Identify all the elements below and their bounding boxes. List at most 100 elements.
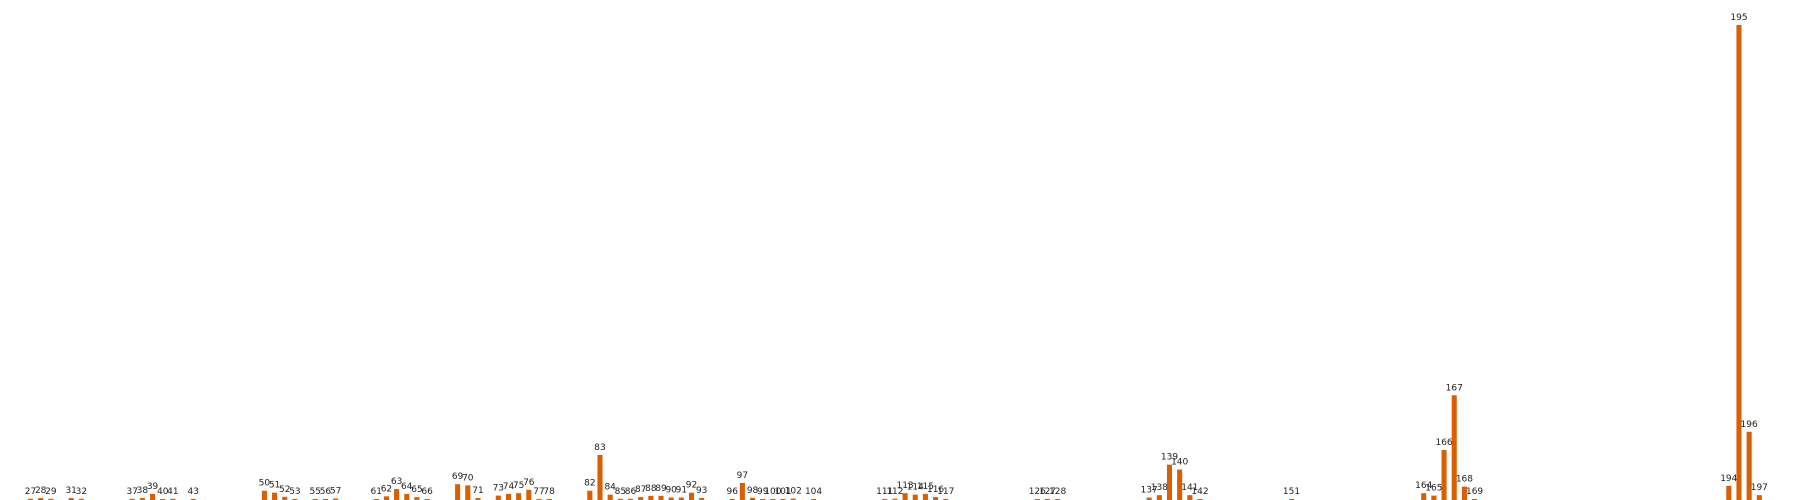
bar-label-89: 89 bbox=[655, 484, 667, 494]
bar-label-164: 164 bbox=[1415, 481, 1432, 491]
bar-label-169: 169 bbox=[1466, 487, 1483, 497]
bar-label-112: 112 bbox=[886, 487, 903, 497]
bar-label-196: 196 bbox=[1741, 420, 1758, 430]
bar-label-52: 52 bbox=[279, 485, 290, 495]
bar-label-37: 37 bbox=[126, 487, 137, 497]
bar-139 bbox=[1166, 464, 1173, 500]
bar-label-28: 28 bbox=[35, 486, 47, 496]
bar-196 bbox=[1746, 431, 1752, 500]
bar-label-168: 168 bbox=[1456, 475, 1473, 485]
bar-label-32: 32 bbox=[76, 487, 87, 497]
bar-113 bbox=[902, 493, 908, 500]
bar-label-70: 70 bbox=[462, 473, 474, 483]
bar-195 bbox=[1736, 25, 1742, 500]
bar-39 bbox=[150, 493, 156, 500]
bar-label-97: 97 bbox=[737, 471, 748, 481]
bar-38 bbox=[139, 498, 145, 500]
bar-89 bbox=[658, 495, 664, 500]
bar-87 bbox=[638, 497, 644, 500]
bar-label-84: 84 bbox=[604, 483, 616, 493]
bar-label-98: 98 bbox=[747, 486, 759, 496]
bar-92 bbox=[688, 492, 695, 500]
bar-label-88: 88 bbox=[645, 484, 657, 494]
bar-label-76: 76 bbox=[523, 478, 535, 488]
bar-label-83: 83 bbox=[594, 443, 605, 453]
bar-85 bbox=[617, 498, 623, 500]
bar-label-167: 167 bbox=[1446, 383, 1463, 393]
bar-label-194: 194 bbox=[1720, 474, 1737, 484]
bar-label-126: 126 bbox=[1029, 487, 1046, 497]
bar-label-138: 138 bbox=[1151, 483, 1168, 493]
bar-41 bbox=[170, 498, 176, 500]
bar-83 bbox=[597, 454, 603, 500]
bar-166 bbox=[1441, 450, 1447, 500]
bar-97 bbox=[739, 482, 745, 500]
bar-74 bbox=[505, 493, 512, 500]
bar-label-141: 141 bbox=[1181, 483, 1198, 493]
bar-label-63: 63 bbox=[391, 477, 402, 487]
bar-label-57: 57 bbox=[330, 487, 341, 497]
bar-label-117: 117 bbox=[937, 487, 954, 497]
bar-label-43: 43 bbox=[187, 487, 198, 497]
bar-label-86: 86 bbox=[625, 487, 637, 497]
bar-label-137: 137 bbox=[1141, 486, 1158, 496]
bar-label-114: 114 bbox=[907, 483, 924, 493]
bar-label-64: 64 bbox=[401, 482, 413, 492]
bar-51 bbox=[272, 492, 278, 500]
bar-102 bbox=[790, 498, 796, 500]
bar-27 bbox=[27, 498, 34, 500]
bar-138 bbox=[1156, 495, 1162, 500]
bar-116 bbox=[933, 497, 939, 500]
bar-label-78: 78 bbox=[543, 487, 555, 497]
bar-label-140: 140 bbox=[1171, 458, 1188, 468]
bar-label-69: 69 bbox=[452, 472, 464, 482]
bar-label-50: 50 bbox=[259, 479, 271, 489]
bar-65 bbox=[414, 497, 420, 500]
bar-label-40: 40 bbox=[157, 487, 169, 497]
bar-label-197: 197 bbox=[1751, 483, 1768, 493]
bar-label-165: 165 bbox=[1425, 484, 1442, 494]
bar-75 bbox=[516, 493, 522, 500]
bar-91 bbox=[678, 497, 684, 500]
bar-label-85: 85 bbox=[615, 487, 626, 497]
bar-label-151: 151 bbox=[1283, 487, 1300, 497]
bar-167 bbox=[1451, 395, 1457, 500]
bar-label-27: 27 bbox=[25, 487, 36, 497]
bar-84 bbox=[607, 494, 613, 500]
bar-label-116: 116 bbox=[927, 485, 944, 495]
bar-label-128: 128 bbox=[1049, 487, 1066, 497]
bar-label-91: 91 bbox=[676, 486, 687, 496]
bar-label-65: 65 bbox=[411, 485, 422, 495]
bar-label-38: 38 bbox=[137, 486, 149, 496]
bars-layer bbox=[27, 25, 1762, 500]
bar-label-39: 39 bbox=[147, 482, 159, 492]
bar-label-113: 113 bbox=[896, 481, 913, 491]
bar-label-96: 96 bbox=[726, 487, 738, 497]
bar-115 bbox=[922, 493, 928, 500]
bar-label-53: 53 bbox=[289, 487, 300, 497]
bar-137 bbox=[1146, 497, 1152, 500]
bar-label-56: 56 bbox=[320, 487, 332, 497]
bar-50 bbox=[261, 490, 267, 500]
bar-label-66: 66 bbox=[421, 487, 433, 497]
bar-141 bbox=[1187, 495, 1193, 500]
bar-label-195: 195 bbox=[1730, 13, 1747, 23]
bar-label-41: 41 bbox=[167, 487, 178, 497]
bar-label-55: 55 bbox=[310, 487, 321, 497]
bar-label-61: 61 bbox=[371, 487, 382, 497]
bar-29 bbox=[48, 498, 54, 500]
bar-140 bbox=[1177, 469, 1183, 500]
bar-197 bbox=[1756, 495, 1762, 500]
bar-label-139: 139 bbox=[1161, 453, 1178, 463]
bar-93 bbox=[699, 498, 705, 500]
bar-label-90: 90 bbox=[665, 486, 677, 496]
bar-57 bbox=[333, 498, 339, 500]
bar-label-101: 101 bbox=[774, 487, 791, 497]
bar-70 bbox=[465, 485, 471, 500]
bar-69 bbox=[455, 484, 461, 500]
bar-label-74: 74 bbox=[503, 482, 515, 492]
bar-label-87: 87 bbox=[635, 485, 646, 495]
bar-52 bbox=[282, 496, 288, 500]
